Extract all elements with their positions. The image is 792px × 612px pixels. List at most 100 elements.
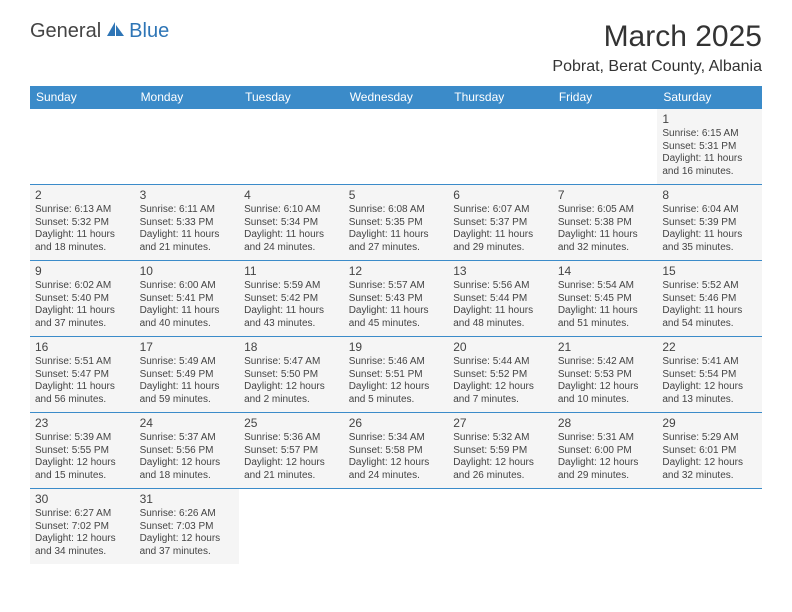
header: General Blue March 2025 Pobrat, Berat Co…: [30, 20, 762, 76]
calendar-cell: 1Sunrise: 6:15 AMSunset: 5:31 PMDaylight…: [657, 109, 762, 185]
day-number: 19: [349, 340, 444, 354]
day-details: Sunrise: 5:31 AMSunset: 6:00 PMDaylight:…: [558, 432, 653, 482]
calendar-cell: 29Sunrise: 5:29 AMSunset: 6:01 PMDayligh…: [657, 413, 762, 489]
calendar-cell-empty: [344, 109, 449, 185]
calendar-cell-empty: [448, 489, 553, 565]
calendar-cell: 31Sunrise: 6:26 AMSunset: 7:03 PMDayligh…: [135, 489, 240, 565]
calendar-cell: 23 Sunrise: 5:39 AMSunset: 5:55 PMDayligh…: [30, 413, 135, 489]
calendar-cell: 22 Sunrise: 5:41 AMSunset: 5:54 PMDayligh…: [657, 337, 762, 413]
day-number: 3: [140, 188, 235, 202]
calendar-cell: 17Sunrise: 5:49 AMSunset: 5:49 PMDayligh…: [135, 337, 240, 413]
calendar-cell: 6Sunrise: 6:07 AMSunset: 5:37 PMDaylight…: [448, 185, 553, 261]
calendar-cell: 18Sunrise: 5:47 AMSunset: 5:50 PMDayligh…: [239, 337, 344, 413]
day-number: 4: [244, 188, 339, 202]
calendar-cell: 8 Sunrise: 6:04 AMSunset: 5:39 PMDaylight…: [657, 185, 762, 261]
calendar-row: 16 Sunrise: 5:51 AMSunset: 5:47 PMDayligh…: [30, 337, 762, 413]
day-details: Sunrise: 6:05 AMSunset: 5:38 PMDaylight:…: [558, 204, 653, 254]
logo-text-general: General: [30, 20, 101, 43]
calendar-cell: 26Sunrise: 5:34 AMSunset: 5:58 PMDayligh…: [344, 413, 449, 489]
day-details: Sunrise: 6:02 AMSunset: 5:40 PMDaylight:…: [35, 280, 130, 330]
day-details: Sunrise: 5:59 AMSunset: 5:42 PMDaylight:…: [244, 280, 339, 330]
calendar-cell: 12Sunrise: 5:57 AMSunset: 5:43 PMDayligh…: [344, 261, 449, 337]
day-details: Sunrise: 5:42 AMSunset: 5:53 PMDaylight:…: [558, 356, 653, 406]
calendar-cell: 16 Sunrise: 5:51 AMSunset: 5:47 PMDayligh…: [30, 337, 135, 413]
day-details: Sunrise: 5:39 AMSunset: 5:55 PMDaylight:…: [35, 432, 130, 482]
day-details: Sunrise: 5:37 AMSunset: 5:56 PMDaylight:…: [140, 432, 235, 482]
day-details: Sunrise: 6:00 AMSunset: 5:41 PMDaylight:…: [140, 280, 235, 330]
calendar-cell: 5Sunrise: 6:08 AMSunset: 5:35 PMDaylight…: [344, 185, 449, 261]
day-details: Sunrise: 6:04 AMSunset: 5:39 PMDaylight:…: [662, 204, 757, 254]
day-header: Tuesday: [239, 86, 344, 109]
calendar-cell: 21 Sunrise: 5:42 AMSunset: 5:53 PMDayligh…: [553, 337, 658, 413]
day-details: Sunrise: 6:08 AMSunset: 5:35 PMDaylight:…: [349, 204, 444, 254]
day-details: Sunrise: 5:56 AMSunset: 5:44 PMDaylight:…: [453, 280, 548, 330]
day-number: 6: [453, 188, 548, 202]
calendar-row: 2 Sunrise: 6:13 AMSunset: 5:32 PMDaylight…: [30, 185, 762, 261]
calendar-row: 9Sunrise: 6:02 AMSunset: 5:40 PMDaylight…: [30, 261, 762, 337]
calendar-cell-empty: [30, 109, 135, 185]
day-details: Sunrise: 5:44 AMSunset: 5:52 PMDaylight:…: [453, 356, 548, 406]
calendar-cell: 14 Sunrise: 5:54 AMSunset: 5:45 PMDayligh…: [553, 261, 658, 337]
calendar-cell: 19 Sunrise: 5:46 AMSunset: 5:51 PMDayligh…: [344, 337, 449, 413]
day-details: Sunrise: 6:26 AMSunset: 7:03 PMDaylight:…: [140, 508, 235, 558]
day-number: 29: [662, 416, 757, 430]
calendar-cell: 10 Sunrise: 6:00 AMSunset: 5:41 PMDayligh…: [135, 261, 240, 337]
day-header: Thursday: [448, 86, 553, 109]
day-number: 17: [140, 340, 235, 354]
calendar-cell: 15 Sunrise: 5:52 AMSunset: 5:46 PMDayligh…: [657, 261, 762, 337]
day-number: 10: [140, 264, 235, 278]
day-details: Sunrise: 5:32 AMSunset: 5:59 PMDaylight:…: [453, 432, 548, 482]
day-number: 21: [558, 340, 653, 354]
day-number: 1: [662, 112, 757, 126]
day-number: 24: [140, 416, 235, 430]
day-header: Saturday: [657, 86, 762, 109]
calendar-row: 1Sunrise: 6:15 AMSunset: 5:31 PMDaylight…: [30, 109, 762, 185]
calendar-cell: 7 Sunrise: 6:05 AMSunset: 5:38 PMDaylight…: [553, 185, 658, 261]
day-number: 23: [35, 416, 130, 430]
day-number: 2: [35, 188, 130, 202]
day-number: 28: [558, 416, 653, 430]
day-number: 14: [558, 264, 653, 278]
day-details: Sunrise: 5:51 AMSunset: 5:47 PMDaylight:…: [35, 356, 130, 406]
day-details: Sunrise: 6:11 AMSunset: 5:33 PMDaylight:…: [140, 204, 235, 254]
calendar-row: 30Sunrise: 6:27 AMSunset: 7:02 PMDayligh…: [30, 489, 762, 565]
calendar-cell: 3 Sunrise: 6:11 AMSunset: 5:33 PMDaylight…: [135, 185, 240, 261]
day-number: 7: [558, 188, 653, 202]
day-details: Sunrise: 5:54 AMSunset: 5:45 PMDaylight:…: [558, 280, 653, 330]
day-number: 16: [35, 340, 130, 354]
day-number: 25: [244, 416, 339, 430]
calendar-cell: 2 Sunrise: 6:13 AMSunset: 5:32 PMDaylight…: [30, 185, 135, 261]
calendar-cell: 11 Sunrise: 5:59 AMSunset: 5:42 PMDayligh…: [239, 261, 344, 337]
calendar-table: SundayMondayTuesdayWednesdayThursdayFrid…: [30, 86, 762, 564]
title-block: March 2025 Pobrat, Berat County, Albania: [552, 20, 762, 76]
day-details: Sunrise: 5:57 AMSunset: 5:43 PMDaylight:…: [349, 280, 444, 330]
day-number: 26: [349, 416, 444, 430]
day-number: 22: [662, 340, 757, 354]
day-number: 11: [244, 264, 339, 278]
calendar-cell-empty: [135, 109, 240, 185]
day-header-row: SundayMondayTuesdayWednesdayThursdayFrid…: [30, 86, 762, 109]
day-header: Friday: [553, 86, 658, 109]
day-details: Sunrise: 5:52 AMSunset: 5:46 PMDaylight:…: [662, 280, 757, 330]
calendar-cell-empty: [553, 109, 658, 185]
logo-text-blue: Blue: [129, 20, 169, 43]
calendar-cell: 25 Sunrise: 5:36 AMSunset: 5:57 PMDayligh…: [239, 413, 344, 489]
calendar-cell: 27Sunrise: 5:32 AMSunset: 5:59 PMDayligh…: [448, 413, 553, 489]
calendar-cell: 4Sunrise: 6:10 AMSunset: 5:34 PMDaylight…: [239, 185, 344, 261]
day-header: Sunday: [30, 86, 135, 109]
calendar-cell-empty: [344, 489, 449, 565]
day-number: 20: [453, 340, 548, 354]
calendar-cell: 30Sunrise: 6:27 AMSunset: 7:02 PMDayligh…: [30, 489, 135, 565]
day-number: 13: [453, 264, 548, 278]
month-title: March 2025: [552, 20, 762, 54]
day-details: Sunrise: 6:27 AMSunset: 7:02 PMDaylight:…: [35, 508, 130, 558]
day-number: 8: [662, 188, 757, 202]
day-details: Sunrise: 6:13 AMSunset: 5:32 PMDaylight:…: [35, 204, 130, 254]
calendar-cell-empty: [448, 109, 553, 185]
day-details: Sunrise: 5:41 AMSunset: 5:54 PMDaylight:…: [662, 356, 757, 406]
logo: General Blue: [30, 20, 169, 43]
calendar-cell-empty: [553, 489, 658, 565]
day-number: 15: [662, 264, 757, 278]
day-details: Sunrise: 5:36 AMSunset: 5:57 PMDaylight:…: [244, 432, 339, 482]
day-details: Sunrise: 5:46 AMSunset: 5:51 PMDaylight:…: [349, 356, 444, 406]
